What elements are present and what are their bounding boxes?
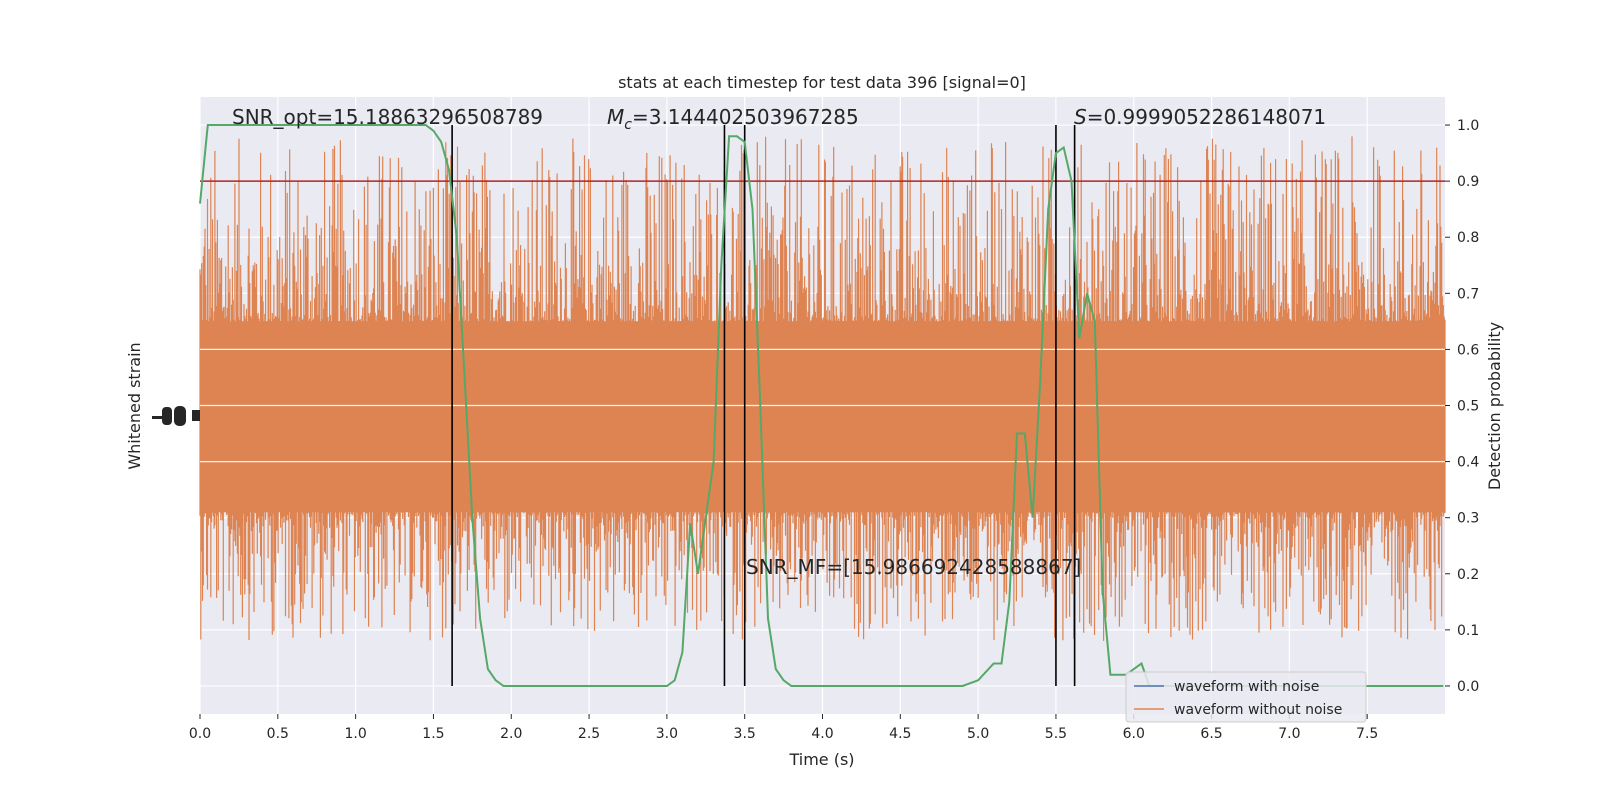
y-right-tick-label: 0.2 [1457,567,1479,583]
x-tick-label: 4.0 [811,726,833,742]
x-tick-label: 3.5 [734,726,756,742]
x-tick-label: 0.5 [267,726,289,742]
y-right-tick-label: 0.0 [1457,679,1479,695]
x-tick-label: 6.0 [1123,726,1145,742]
y-right-tick-label: 0.3 [1457,511,1479,527]
y-right-tick-label: 0.4 [1457,455,1479,471]
legend-box [1125,671,1367,723]
y-right-tick-label: 1.0 [1457,118,1479,134]
x-tick-label: 7.0 [1278,726,1300,742]
mc-annotation: Mc=3.144402503967285 [607,105,859,133]
x-tick-label: 4.5 [889,726,911,742]
x-axis-label: Time (s) [788,750,854,769]
ticks: 0.0 0.5 1.0 1.5 2.0 2.5 3.0 3.5 4.0 4.5 5.0 5.5 6.0 6… [189,118,1479,742]
mc-subscript: c [624,117,632,133]
x-tick-label: 7.5 [1356,726,1378,742]
y-axis-label-right: Detection probability [1485,322,1504,490]
snr-mf-annotation: SNR_MF=[15.986692428588867] [746,555,1081,579]
legend-label-without-noise: waveform without noise [1174,702,1342,718]
mc-symbol: M [607,105,624,129]
left-axis-tick-clutter [152,406,200,426]
x-tick-label: 1.0 [344,726,366,742]
y-right-tick-label: 0.1 [1457,623,1479,639]
y-right-tick-label: 0.8 [1457,230,1479,246]
y-axis-label-left: Whitened strain [125,342,144,469]
x-tick-label: 2.0 [500,726,522,742]
x-tick-label: 2.5 [578,726,600,742]
legend-label-with-noise: waveform with noise [1174,679,1319,695]
x-tick-label: 5.0 [967,726,989,742]
y-right-tick-label: 0.6 [1457,342,1479,358]
chart-title: stats at each timestep for test data 396… [618,73,1026,92]
noise-band-series [199,136,1446,641]
noise-core-band [200,321,1445,513]
snr-opt-annotation: SNR_opt=15.18863296508789 [232,105,543,129]
s-annotation: S=0.9999052286148071 [1074,105,1326,129]
y-right-tick-label: 0.9 [1457,174,1479,190]
y-right-tick-label: 0.5 [1457,399,1479,415]
s-value: =0.9999052286148071 [1087,105,1326,129]
y-right-tick-label: 0.7 [1457,286,1479,302]
x-tick-label: 0.0 [189,726,211,742]
x-tick-label: 6.5 [1200,726,1222,742]
x-tick-label: 5.5 [1045,726,1067,742]
mc-value: =3.144402503967285 [632,105,859,129]
s-symbol: S [1074,105,1087,129]
x-tick-label: 1.5 [422,726,444,742]
x-tick-label: 3.0 [656,726,678,742]
legend: waveform with noise waveform without noi… [1125,671,1367,723]
